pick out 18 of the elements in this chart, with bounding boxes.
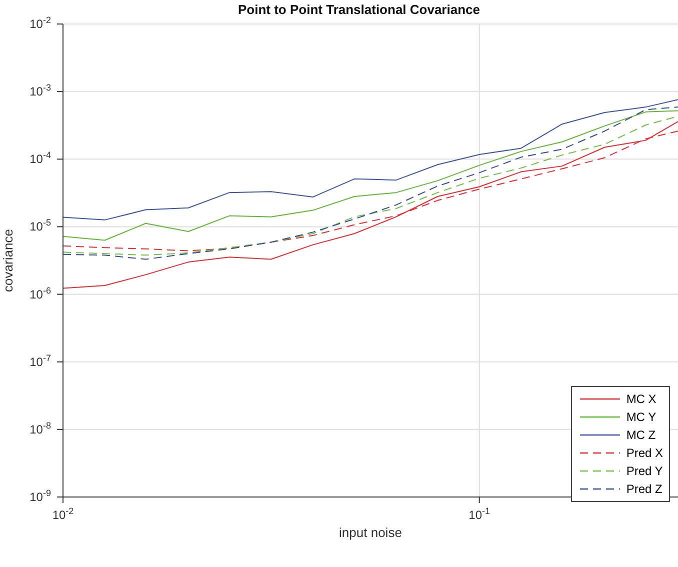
legend-label: MC X (626, 392, 656, 406)
legend-label: MC Z (626, 428, 656, 442)
chart-title: Point to Point Translational Covariance (238, 2, 480, 17)
x-axis-title: input noise (339, 525, 402, 540)
y-tick-label: 10$^{-2}$ (30, 15, 51, 31)
y-tick-label: 10$^{-8}$ (30, 420, 51, 436)
x-tick-label: 10$^{-1}$ (468, 506, 490, 522)
y-axis-title: covariance (0, 229, 16, 292)
y-tick-label: 10$^{-4}$ (30, 150, 51, 166)
legend-label: Pred X (626, 446, 663, 460)
legend-label: Pred Y (626, 464, 663, 478)
y-tick-label: 10$^{-5}$ (30, 218, 51, 234)
legend-label: Pred Z (626, 482, 662, 496)
y-tick-label: 10$^{-6}$ (30, 285, 51, 302)
y-tick-label: 10$^{-3}$ (30, 82, 51, 99)
y-tick-label: 10$^{-9}$ (30, 488, 51, 504)
y-tick-label: 10$^{-7}$ (30, 352, 51, 369)
legend-label: MC Y (626, 410, 656, 424)
